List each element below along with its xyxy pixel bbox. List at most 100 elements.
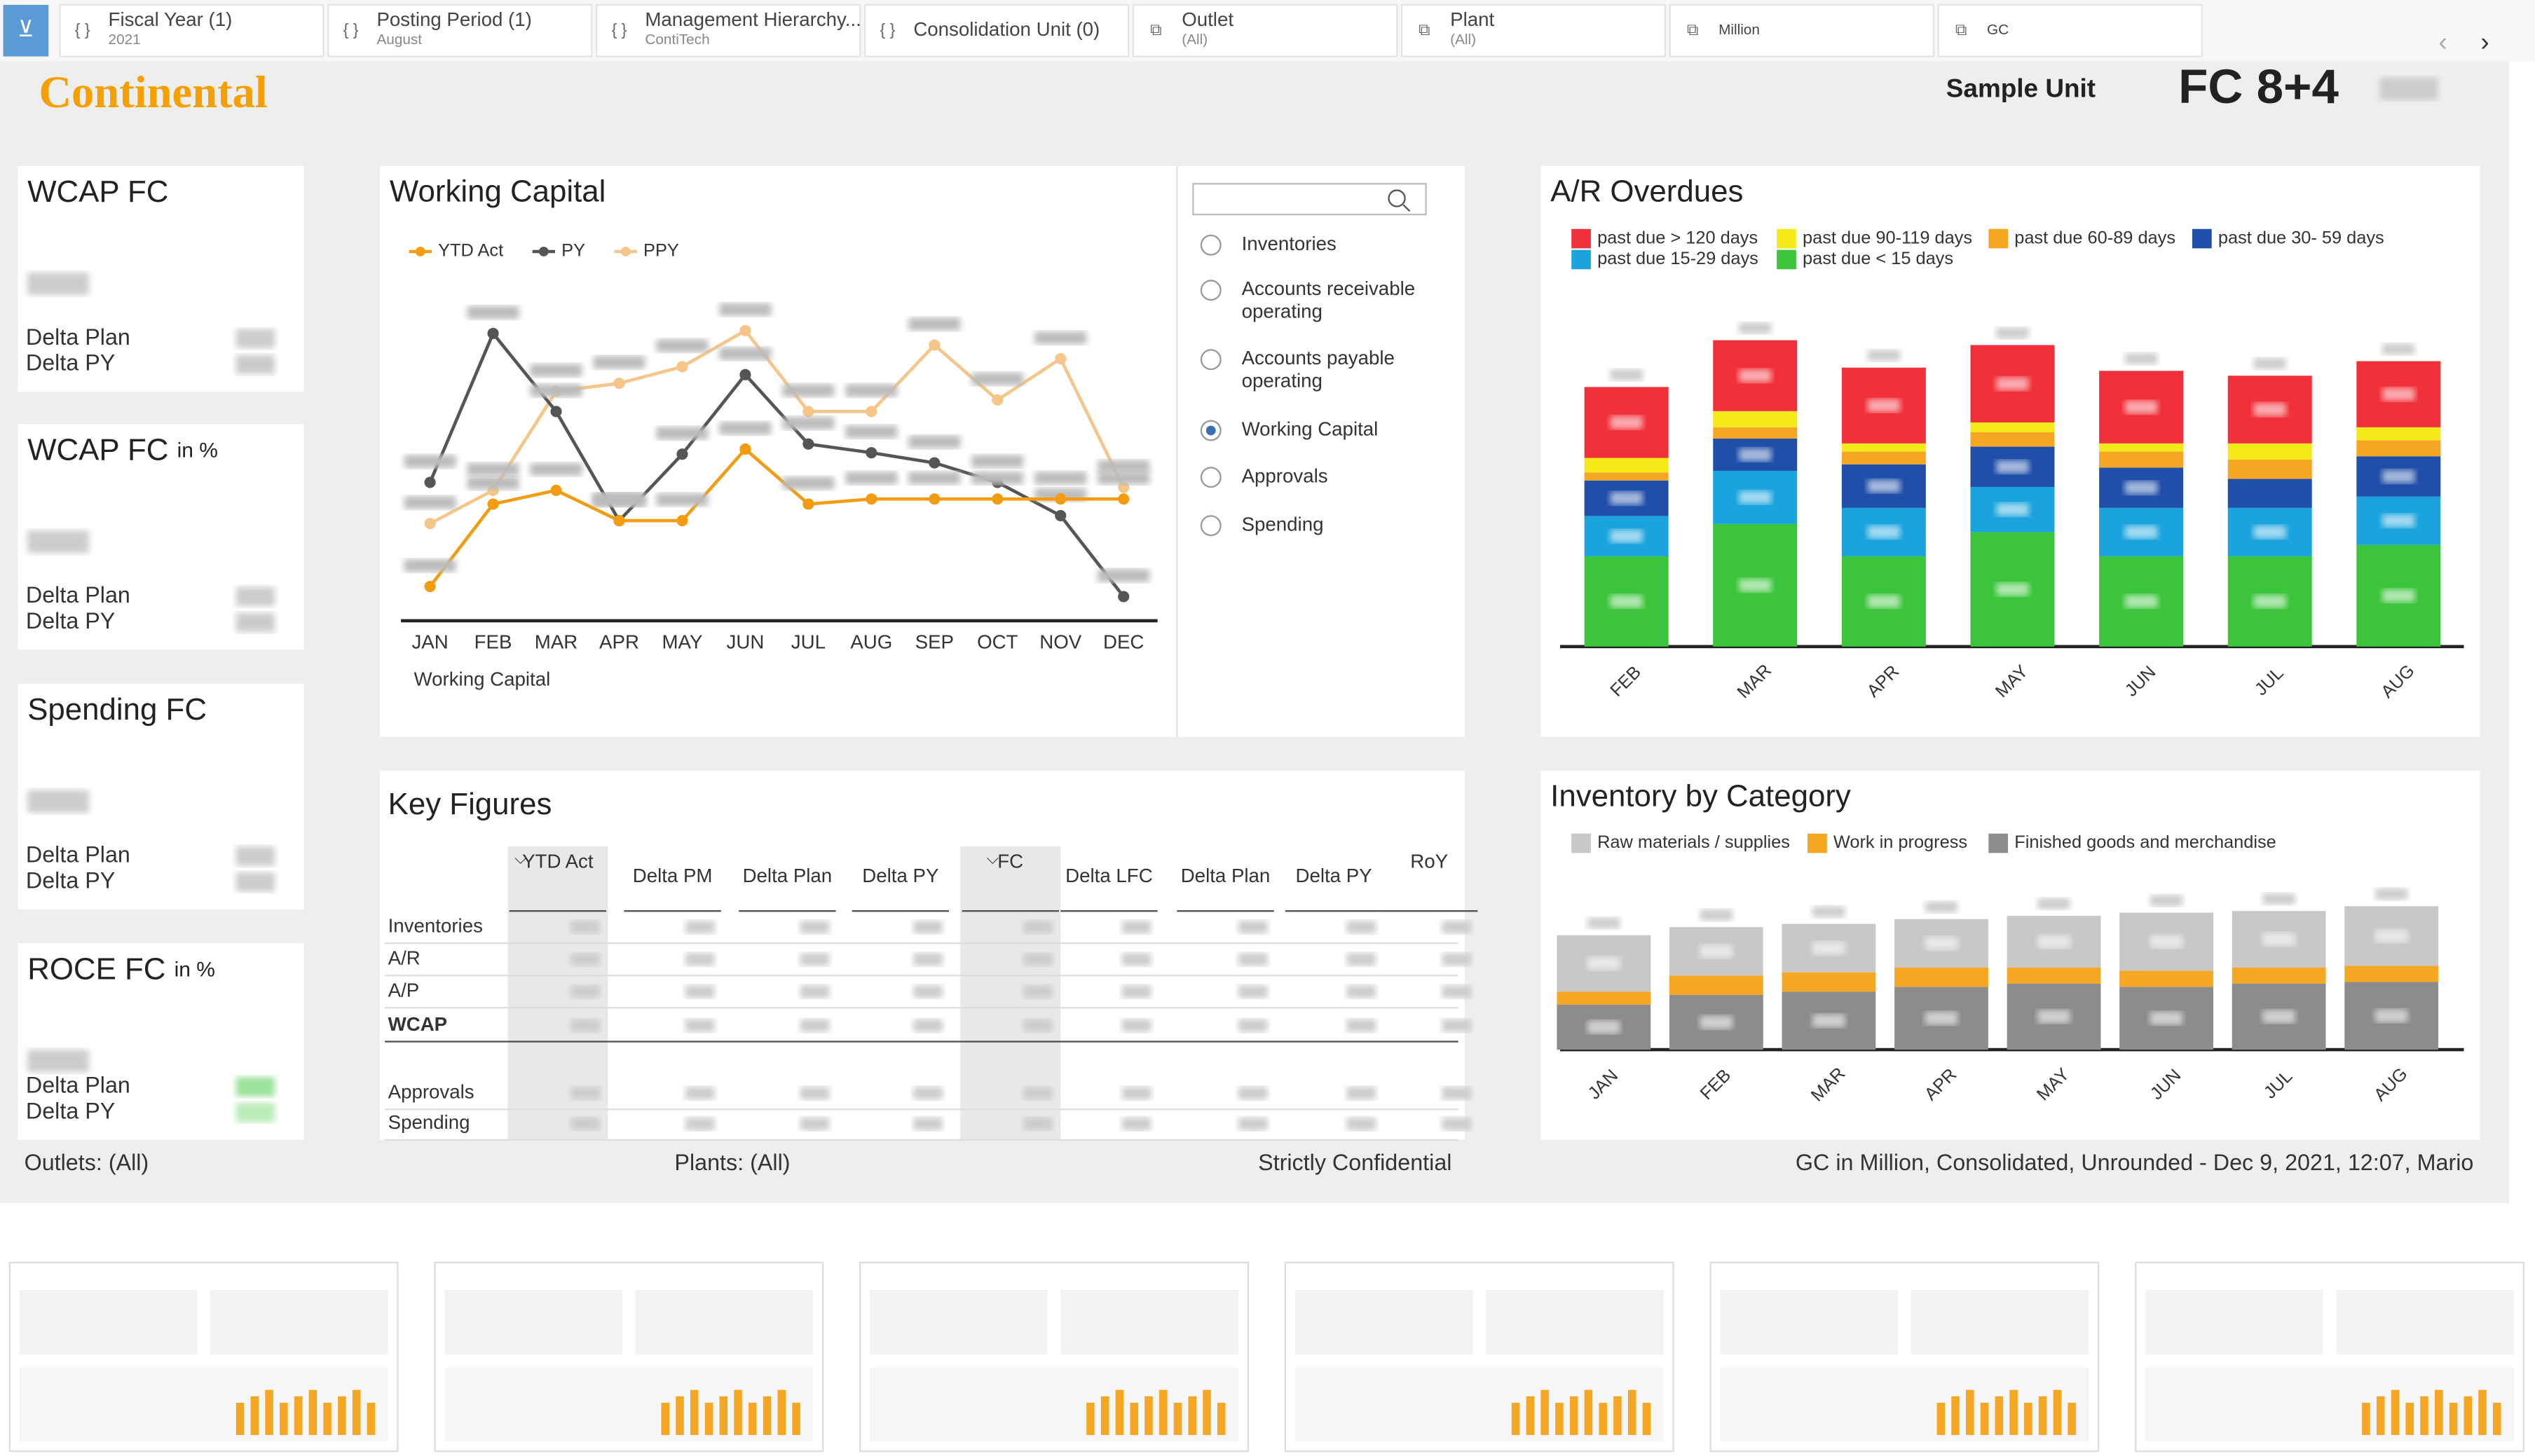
filter-chip[interactable] [1132,4,1398,57]
filter-button[interactable] [3,4,49,57]
filter-chip[interactable] [863,4,1130,57]
filter-chip[interactable] [1937,4,2203,57]
cell-blur [570,1019,600,1032]
next-arrow[interactable]: › [2480,27,2489,56]
value-label-blur [2125,526,2158,539]
cell-blur [1346,953,1376,966]
kpi-row-blur [235,329,275,349]
value-label-blur [467,305,519,320]
search-icon [1388,189,1406,207]
value-label-blur [2262,933,2295,946]
table-title: Key Figures [388,787,552,821]
col-header: Delta PY [1295,865,1372,886]
cell-blur [913,1087,943,1100]
cell-blur [570,985,600,998]
value-label-blur [530,462,582,476]
value-label-blur [1867,479,1900,493]
filter-label: Management Hierarchy... [645,8,861,30]
bar-segment [2119,970,2213,987]
value-label-blur [404,558,456,572]
thumb-block [210,1289,388,1355]
legend-label: YTD Act [438,241,503,261]
data-point [676,361,688,373]
radio[interactable] [1200,280,1222,301]
kpi-row-blur [235,1077,275,1097]
value-label-blur [2037,935,2070,949]
filter-chip[interactable] [1669,4,1935,57]
value-label-blur [530,384,582,397]
search-box[interactable] [1192,183,1427,216]
value-label-blur [1587,1020,1620,1034]
data-point [992,394,1004,406]
thumb-bar [323,1403,332,1436]
data-point [802,498,814,510]
legend-swatch [1807,833,1827,853]
value-label-blur [1812,1014,1845,1027]
kpi-row-blur [235,355,275,374]
thumb-block [2145,1367,2515,1442]
value-label-blur [1700,1015,1733,1029]
thumb-block [870,1289,1048,1355]
total-label-blur [1812,906,1845,918]
radio-label-line: operating [1242,370,1323,392]
radio[interactable] [1200,467,1222,488]
filter-chip[interactable] [596,4,861,57]
thumb-bar [2478,1389,2487,1436]
cell-blur [1023,1019,1053,1032]
footer-text: GC in Million, Consolidated, Unrounded -… [1796,1150,2473,1175]
kpi-suffix: in % [175,958,215,981]
thumb-bar [1613,1396,1622,1436]
thumb-bar [1188,1396,1197,1436]
data-point [802,438,814,450]
filter-chip[interactable] [59,4,324,57]
data-point [676,515,688,527]
value-label-blur [593,355,645,369]
value-label-blur [530,364,582,377]
value-label-blur [971,455,1024,468]
data-point [866,447,877,459]
col-header: YTD Act [522,850,594,872]
value-label-blur [2382,469,2415,483]
cell-blur [913,920,943,934]
cell-blur [1121,1019,1152,1032]
thumb-bar [280,1403,288,1436]
thumb-block [870,1367,1238,1442]
value-label-blur [1996,377,2029,390]
kpi-row-label: Delta Plan [26,1073,130,1098]
cell-blur [913,985,943,998]
radio[interactable] [1200,234,1222,256]
thumb-bar [1203,1389,1211,1436]
value-label-blur [2037,1010,2070,1024]
radio[interactable] [1200,349,1222,371]
filter-chip[interactable] [327,4,593,57]
data-point [866,493,877,505]
kpi-title-text: WCAP FC [27,174,168,209]
total-label-blur [1610,369,1643,381]
prev-arrow[interactable]: ‹ [2438,27,2447,56]
filter-chip[interactable] [1400,4,1667,57]
col-header: Delta PM [633,865,713,886]
data-point [424,518,436,530]
thumb-block [19,1367,388,1442]
bar-segment [1970,422,2055,432]
bar-segment [2007,967,2101,984]
radio[interactable] [1200,515,1222,537]
data-point [1118,591,1130,603]
data-point [739,369,751,380]
data-point [676,448,688,460]
legend-label: past due 15-29 days [1597,249,1758,268]
total-label-blur [1996,327,2029,339]
thumb-block [444,1367,814,1442]
kpi-title: ROCE FC in % [27,952,215,986]
value-label-blur [2262,1010,2295,1024]
thumb-bar [1966,1389,1974,1436]
value-label-blur [2253,403,2286,416]
total-label-blur [1925,901,1958,913]
value-label-blur [2382,514,2415,528]
data-point [424,476,436,488]
bar-segment [1669,975,1763,995]
value-label-blur [908,435,961,448]
value-label-blur [1739,369,1772,383]
value-label-blur [908,317,961,331]
value-label-blur [1812,941,1845,955]
